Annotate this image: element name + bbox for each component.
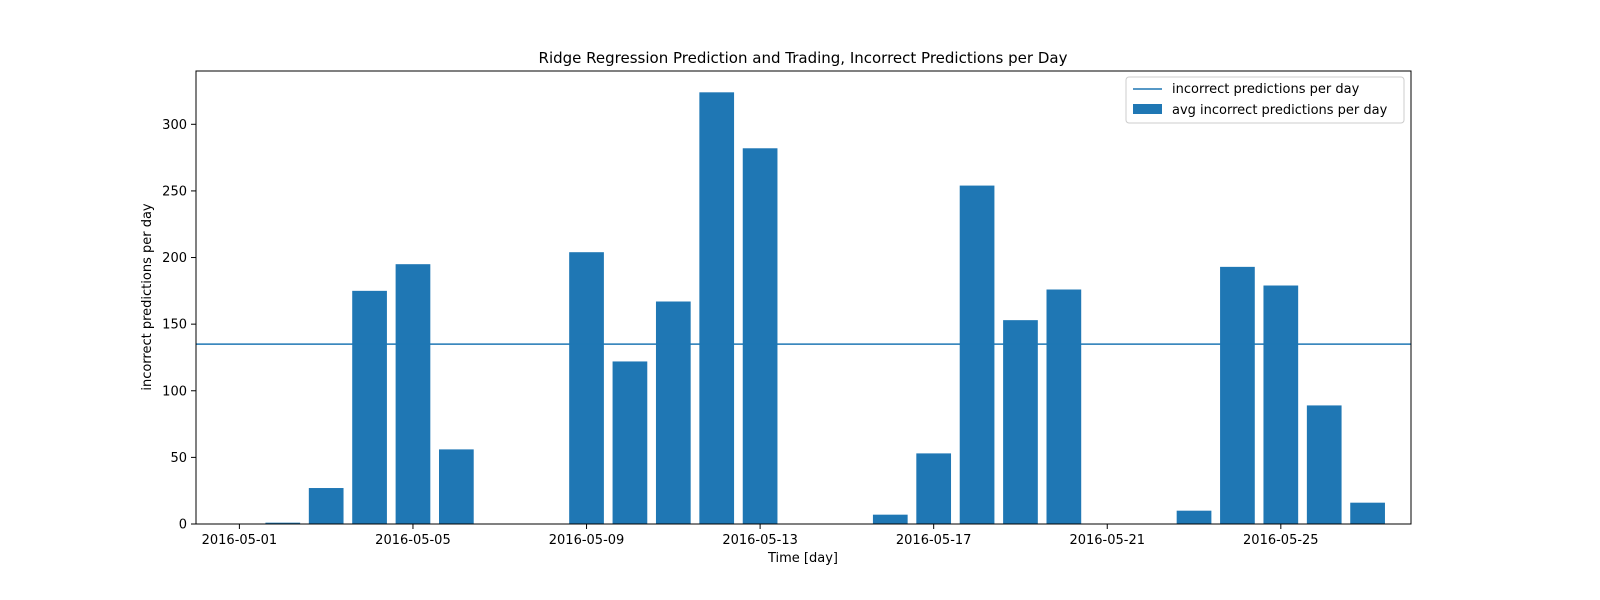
- bar-2016-05-12: [699, 92, 735, 524]
- bar-2016-05-23: [1176, 510, 1212, 524]
- legend-swatch-bar: [1133, 104, 1162, 114]
- x-tick-label-2: 2016-05-09: [549, 533, 625, 548]
- y-tick-label-0: 0: [179, 518, 187, 533]
- bar-2016-05-20: [1046, 289, 1082, 524]
- bar-2016-05-13: [742, 148, 778, 524]
- bar-2016-05-09: [569, 252, 604, 524]
- bar-2016-05-24: [1220, 266, 1255, 524]
- legend-label-avg-incorrect-predictions: avg incorrect predictions per day: [1172, 103, 1388, 118]
- y-axis-label: incorrect predictions per day: [140, 203, 155, 391]
- y-tick-label-5: 250: [162, 184, 187, 199]
- chart-title: Ridge Regression Prediction and Trading,…: [539, 49, 1068, 67]
- y-tick-label-4: 200: [162, 251, 187, 266]
- legend: incorrect predictions per day avg incorr…: [1125, 76, 1405, 124]
- bar-2016-05-19: [1003, 320, 1038, 524]
- bar-2016-05-05: [395, 264, 431, 524]
- bar-2016-05-11: [655, 301, 691, 524]
- y-tick-label-1: 50: [170, 451, 187, 466]
- plot-frame: [195, 70, 1412, 525]
- x-tick-label-6: 2016-05-25: [1243, 533, 1319, 548]
- x-axis-ticks: 2016-05-01 2016-05-05 2016-05-09 2016-05-13…: [202, 524, 1319, 548]
- bar-2016-05-26: [1306, 405, 1342, 524]
- x-axis-label: Time [day]: [767, 551, 838, 566]
- y-axis-ticks: 0 50 100 150 200 250 300: [162, 118, 196, 533]
- legend-label-incorrect-predictions: incorrect predictions per day: [1172, 82, 1360, 97]
- y-tick-label-3: 150: [162, 318, 187, 333]
- bar-2016-05-25: [1263, 285, 1299, 524]
- x-tick-label-1: 2016-05-05: [375, 533, 451, 548]
- bar-2016-05-10: [612, 361, 648, 524]
- legend-box: [1125, 76, 1405, 124]
- bar-2016-05-02: [265, 522, 301, 524]
- bar-2016-05-06: [439, 449, 474, 524]
- x-tick-label-4: 2016-05-17: [896, 533, 972, 548]
- x-tick-label-3: 2016-05-13: [722, 533, 798, 548]
- bar-2016-05-27: [1350, 502, 1385, 524]
- bar-2016-05-04: [352, 290, 387, 524]
- bar-2016-05-17: [916, 453, 952, 524]
- y-tick-label-6: 300: [162, 118, 187, 133]
- x-tick-label-5: 2016-05-21: [1069, 533, 1145, 548]
- bar-2016-05-18: [959, 185, 995, 524]
- bars-group: [265, 92, 1385, 524]
- bar-2016-05-03: [308, 488, 344, 524]
- bar-2016-05-16: [872, 514, 908, 524]
- y-tick-label-2: 100: [162, 384, 187, 399]
- x-tick-label-0: 2016-05-01: [202, 533, 278, 548]
